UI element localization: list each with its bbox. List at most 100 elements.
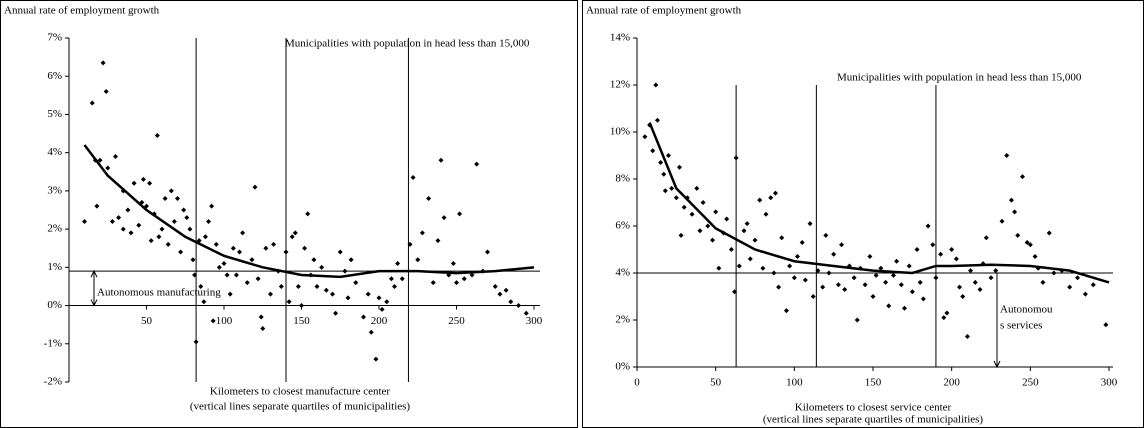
data-point	[768, 195, 774, 201]
data-point	[1082, 291, 1088, 297]
data-point	[854, 317, 860, 323]
y-tick-label: 2%	[615, 314, 630, 326]
data-point	[148, 238, 154, 244]
data-point	[441, 215, 447, 221]
data-point	[1067, 284, 1073, 290]
data-point	[457, 211, 463, 217]
data-point	[1008, 197, 1014, 203]
data-point	[438, 157, 444, 163]
data-point	[348, 257, 354, 263]
data-point	[249, 257, 255, 263]
data-point	[353, 280, 359, 286]
data-point	[878, 265, 884, 271]
data-point	[407, 241, 413, 247]
chart-title: Annual rate of employment growth	[4, 5, 160, 17]
y-tick-label: 1%	[47, 261, 62, 273]
data-point	[842, 286, 848, 292]
data-point	[678, 232, 684, 238]
data-point	[147, 180, 153, 186]
data-point	[237, 249, 242, 255]
y-tick-label: 6%	[47, 70, 62, 82]
data-point	[278, 283, 284, 289]
chart-title: Annual rate of employment growth	[586, 5, 742, 17]
data-point	[252, 184, 258, 190]
data-point	[894, 258, 900, 264]
data-point	[435, 238, 441, 244]
y-tick-label: 6%	[615, 220, 630, 232]
data-point	[732, 289, 738, 295]
data-point	[330, 291, 335, 297]
y-tick-label: 14%	[610, 32, 630, 44]
data-point	[673, 195, 679, 201]
data-point	[802, 277, 808, 283]
data-point	[662, 188, 668, 194]
data-point	[917, 279, 923, 285]
trend-line	[83, 144, 535, 279]
data-point	[1012, 209, 1018, 215]
data-point	[694, 185, 700, 191]
data-point	[700, 200, 706, 205]
arrow-head	[90, 270, 98, 278]
data-point	[97, 157, 103, 163]
data-point	[109, 218, 115, 224]
data-point	[368, 329, 374, 335]
data-point	[665, 153, 671, 158]
chart-subtitle: Municipalities with population in head l…	[285, 38, 530, 50]
data-point	[1019, 174, 1025, 180]
data-point	[190, 257, 196, 263]
data-point	[862, 282, 868, 288]
x-axis-title: Kilometers to closest manufacture center	[210, 386, 391, 398]
y-tick-label: 0%	[615, 361, 630, 373]
data-point	[1015, 232, 1021, 238]
data-point	[337, 249, 343, 255]
data-point	[938, 251, 944, 257]
data-point	[960, 294, 966, 299]
x-axis-title: (vertical lines separate quartiles of mu…	[763, 414, 984, 426]
data-point	[757, 197, 763, 203]
panel-frame	[582, 0, 1144, 428]
data-point	[258, 314, 264, 320]
data-point	[201, 299, 207, 305]
data-point	[319, 264, 325, 270]
data-point	[454, 280, 459, 286]
chart-subtitle: Municipalities with population in head l…	[837, 72, 1082, 84]
data-point	[426, 196, 432, 202]
annotation: Autonomous manufacturing	[97, 287, 221, 299]
data-point	[192, 272, 198, 278]
data-point	[154, 132, 160, 138]
data-point	[94, 203, 100, 209]
y-tick-label: 5%	[47, 108, 62, 120]
data-point	[419, 230, 425, 236]
data-point	[654, 117, 660, 123]
data-point	[213, 241, 219, 247]
data-point	[736, 263, 742, 269]
data-point	[724, 216, 730, 222]
data-point	[193, 339, 199, 345]
data-point	[1103, 322, 1109, 328]
data-point	[658, 160, 664, 166]
data-point	[175, 196, 180, 202]
data-point	[890, 272, 896, 278]
data-point	[1024, 239, 1030, 245]
x-tick-label: 250	[448, 315, 465, 327]
data-point	[831, 251, 837, 257]
data-point	[914, 247, 920, 252]
data-point	[113, 153, 118, 159]
data-point	[181, 207, 187, 213]
data-point	[140, 176, 146, 182]
arrow-head	[993, 360, 1001, 369]
data-point	[1027, 242, 1033, 248]
data-point	[1004, 153, 1010, 158]
data-point	[787, 263, 793, 269]
y-tick-label: 4%	[47, 146, 62, 158]
data-point	[365, 291, 371, 297]
data-point	[474, 161, 480, 167]
x-axis-title: (vertical lines separate quartiles of mu…	[190, 401, 411, 413]
data-point	[268, 291, 273, 297]
data-point	[136, 222, 142, 228]
data-point	[650, 148, 656, 154]
data-point	[263, 245, 269, 251]
data-point	[292, 230, 298, 236]
data-point	[271, 241, 277, 247]
